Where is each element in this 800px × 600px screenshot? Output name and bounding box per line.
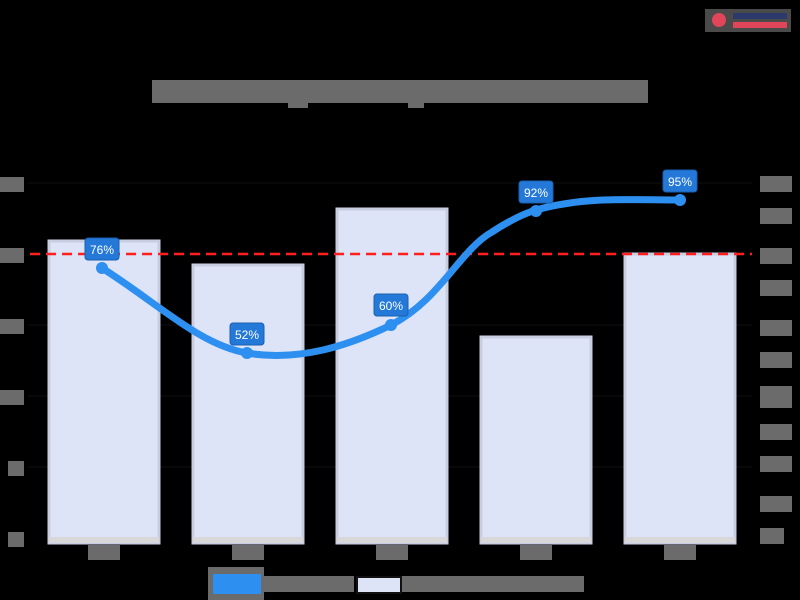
line-series: [98, 196, 684, 359]
bar: [479, 335, 593, 545]
bar: [623, 252, 737, 545]
right-axis-tick-label: [760, 424, 792, 440]
right-axis-tick-label: [760, 248, 792, 264]
x-axis-label: [376, 545, 408, 560]
x-axis-label: [232, 545, 264, 560]
svg-text:76%: 76%: [90, 243, 114, 257]
svg-text:95%: 95%: [668, 175, 692, 189]
left-axis-tick-label: [0, 248, 24, 263]
right-axis-tick-label: [760, 208, 792, 224]
right-axis-tick-label: [760, 176, 792, 192]
left-axis-tick-label: [0, 319, 24, 334]
svg-text:92%: 92%: [524, 186, 548, 200]
left-axis-tick-label: [0, 390, 24, 405]
right-axis-tick-label: [760, 280, 792, 296]
bar-series: [47, 207, 737, 545]
right-axis-tick-label: [760, 496, 792, 512]
legend-label-line: [264, 576, 354, 592]
legend-swatch-bar[interactable]: [356, 576, 402, 594]
right-axis-tick-label: [760, 528, 784, 544]
data-labels: 76% 52% 60% 92% 95%: [84, 169, 698, 346]
chart-title-descender: [408, 100, 424, 108]
right-axis-tick-label: [760, 352, 792, 368]
right-axis-tick-label: [760, 386, 792, 408]
left-axis-tick-label: [8, 532, 24, 547]
bar: [47, 239, 161, 545]
x-axis-label: [88, 545, 120, 560]
right-axis-tick-label: [760, 320, 792, 336]
brand-logo: [705, 9, 791, 32]
right-axis-tick-label: [760, 456, 792, 472]
svg-text:60%: 60%: [379, 299, 403, 313]
x-axis-label: [520, 545, 552, 560]
bar: [191, 263, 305, 545]
legend-label-bar: [402, 576, 584, 592]
left-axis-tick-label: [0, 177, 24, 192]
x-axis-label: [664, 545, 696, 560]
chart-title-descender: [288, 100, 308, 108]
svg-text:52%: 52%: [235, 328, 259, 342]
logo-icon: [712, 13, 726, 27]
logo-text-bottom: [733, 22, 787, 28]
legend-swatch-line[interactable]: [213, 574, 261, 594]
bar: [335, 207, 449, 545]
logo-text-top: [733, 13, 787, 19]
chart-title: [152, 80, 648, 103]
left-axis-tick-label: [8, 461, 24, 476]
